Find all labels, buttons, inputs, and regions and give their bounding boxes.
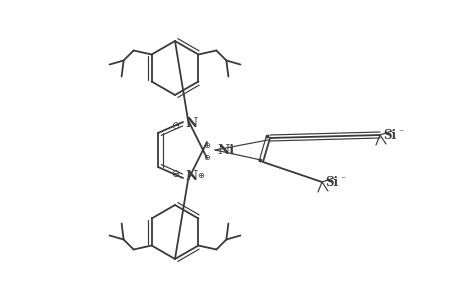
Text: ⊖: ⊖ xyxy=(171,169,179,179)
Text: N: N xyxy=(185,170,197,184)
Text: Si: Si xyxy=(382,128,395,142)
Text: ⊖: ⊖ xyxy=(203,152,210,161)
Text: N: N xyxy=(185,116,197,130)
Text: ⁻: ⁻ xyxy=(397,128,402,138)
Text: Ni: Ni xyxy=(217,143,234,157)
Text: ⊕: ⊕ xyxy=(197,172,204,181)
Text: Si: Si xyxy=(325,176,337,188)
Text: ⊖: ⊖ xyxy=(171,121,179,131)
Text: ⁻: ⁻ xyxy=(339,175,344,185)
Text: ⊕: ⊕ xyxy=(203,140,210,149)
